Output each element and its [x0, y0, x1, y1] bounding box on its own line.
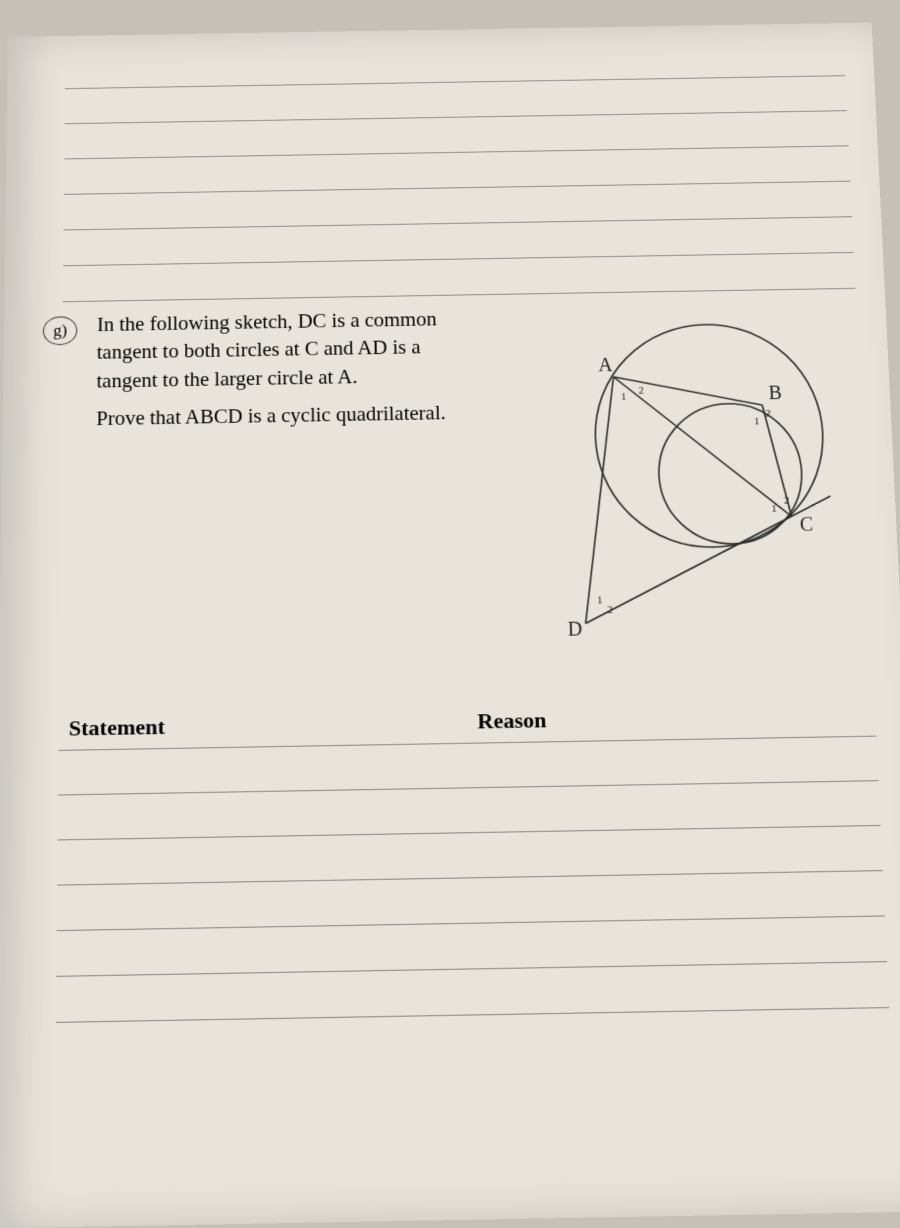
label-D: D	[568, 619, 583, 641]
col-header-statement: Statement	[58, 700, 467, 750]
question-number-badge: g)	[43, 316, 78, 345]
top-ruled-area	[4, 23, 885, 304]
angle-C1: 1	[771, 503, 777, 515]
proof-table: Statement Reason	[56, 693, 889, 1023]
question-text: In the following sketch, DC is a common …	[94, 304, 526, 667]
small-circle	[657, 403, 805, 546]
label-B: B	[768, 383, 782, 404]
angle-D2: 2	[607, 604, 613, 616]
angle-A2: 2	[638, 385, 644, 397]
geometry-diagram: A B C D 1 2 1 2 1 2 1 2	[538, 298, 868, 659]
line-DC	[583, 516, 796, 623]
angle-C2: 2	[784, 495, 790, 507]
line-AB	[613, 374, 762, 407]
question-number-text: g)	[53, 321, 67, 340]
question-block: g) In the following sketch, DC is a comm…	[0, 288, 900, 678]
angle-B1: 1	[754, 416, 760, 428]
label-C: C	[799, 515, 813, 536]
angle-A1: 1	[621, 391, 627, 403]
line-AD	[579, 377, 621, 624]
question-prove: Prove that ABCD is a cyclic quadrilatera…	[96, 398, 521, 434]
angle-B2: 2	[765, 408, 771, 420]
label-A: A	[598, 355, 613, 376]
proof-table-body	[56, 736, 889, 1022]
angle-D1: 1	[597, 594, 603, 606]
worksheet-page: g) In the following sketch, DC is a comm…	[0, 23, 900, 1228]
question-body: In the following sketch, DC is a common …	[96, 304, 520, 395]
col-header-reason: Reason	[467, 693, 877, 743]
